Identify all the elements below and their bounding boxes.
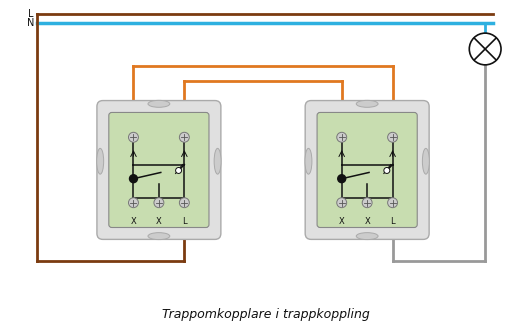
Circle shape	[384, 167, 390, 173]
Ellipse shape	[214, 148, 221, 174]
FancyBboxPatch shape	[109, 113, 209, 227]
Ellipse shape	[356, 100, 378, 107]
Ellipse shape	[97, 148, 104, 174]
Text: L: L	[390, 216, 395, 225]
Circle shape	[337, 132, 347, 142]
Text: X: X	[339, 216, 345, 225]
Circle shape	[129, 132, 138, 142]
Ellipse shape	[422, 148, 429, 174]
Text: L: L	[28, 9, 34, 19]
Circle shape	[129, 175, 137, 183]
Circle shape	[154, 198, 164, 208]
Text: L: L	[182, 216, 187, 225]
Text: X: X	[156, 216, 162, 225]
Text: Trappomkopplare i trappkoppling: Trappomkopplare i trappkoppling	[162, 308, 370, 321]
Circle shape	[179, 132, 189, 142]
Circle shape	[179, 198, 189, 208]
Circle shape	[176, 167, 181, 173]
Circle shape	[129, 198, 138, 208]
Circle shape	[388, 198, 397, 208]
Ellipse shape	[148, 233, 170, 239]
FancyBboxPatch shape	[97, 101, 221, 239]
Circle shape	[469, 33, 501, 65]
Text: X: X	[364, 216, 370, 225]
FancyBboxPatch shape	[317, 113, 417, 227]
Circle shape	[362, 198, 372, 208]
Ellipse shape	[305, 148, 312, 174]
Circle shape	[388, 132, 397, 142]
FancyBboxPatch shape	[305, 101, 429, 239]
Circle shape	[338, 175, 346, 183]
Text: X: X	[130, 216, 136, 225]
Circle shape	[337, 198, 347, 208]
Ellipse shape	[148, 100, 170, 107]
Ellipse shape	[356, 233, 378, 239]
Text: N: N	[27, 18, 34, 28]
